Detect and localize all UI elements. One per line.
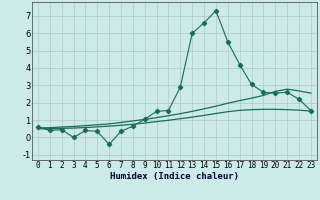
X-axis label: Humidex (Indice chaleur): Humidex (Indice chaleur) (110, 172, 239, 181)
